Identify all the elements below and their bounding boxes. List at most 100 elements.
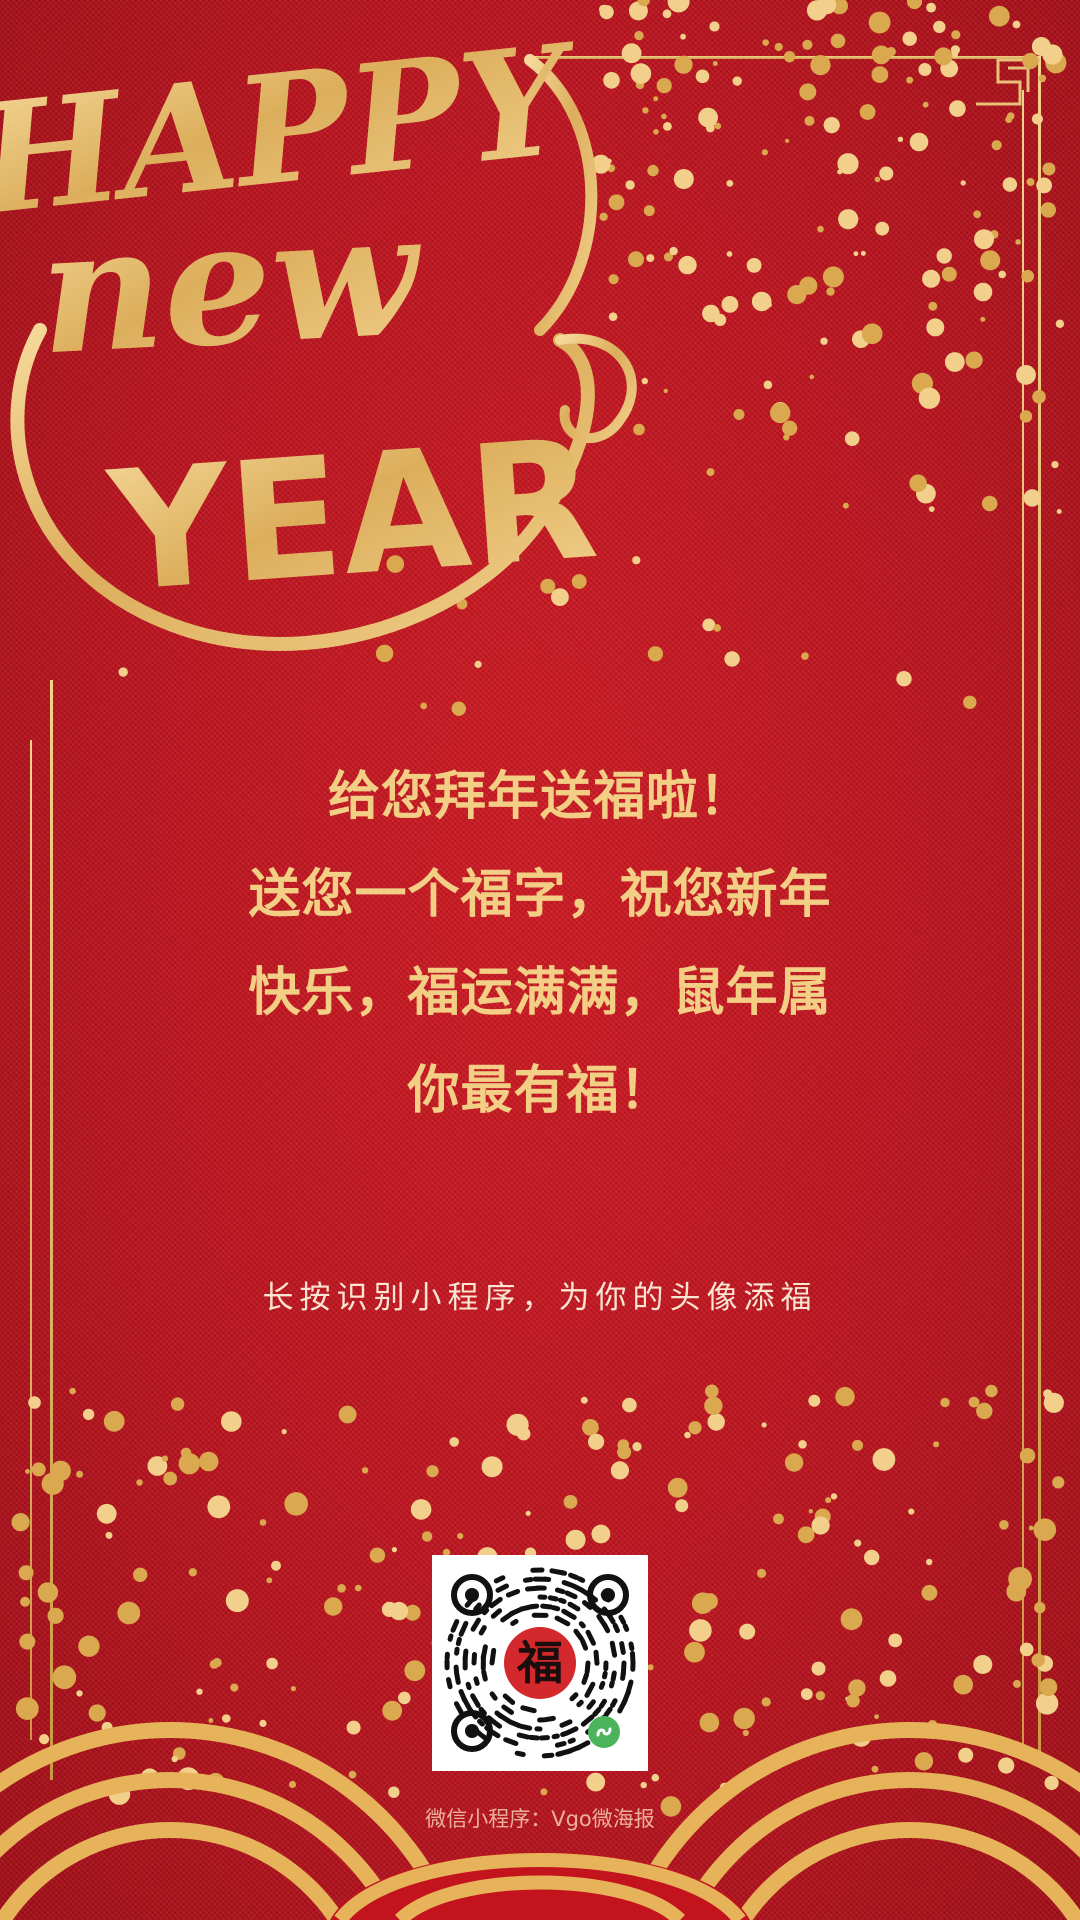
- confetti-dot: [25, 1469, 30, 1474]
- confetti-dot: [481, 1456, 503, 1478]
- frame-left-inner-line: [30, 740, 32, 1740]
- confetti-dot: [684, 1431, 691, 1439]
- confetti-dot: [474, 660, 482, 669]
- confetti-dot: [688, 1421, 702, 1435]
- confetti-dot: [871, 66, 889, 83]
- confetti-dot: [266, 1577, 273, 1584]
- qr-module: [578, 1621, 586, 1629]
- qr-module: [503, 1737, 519, 1746]
- confetti-dot: [714, 313, 727, 326]
- confetti-dot: [442, 1548, 451, 1557]
- confetti-dot: [906, 76, 914, 84]
- confetti-dot: [874, 176, 881, 183]
- confetti-dot: [698, 107, 718, 128]
- confetti-dot: [147, 1456, 168, 1476]
- confetti-dot: [290, 1686, 296, 1692]
- confetti-dot: [808, 1509, 813, 1514]
- confetti-dot: [31, 1462, 46, 1477]
- confetti-dot: [1019, 410, 1033, 423]
- confetti-dot: [170, 1397, 185, 1411]
- qr-module: [520, 1705, 537, 1714]
- confetti-dot: [838, 209, 859, 230]
- confetti-dot: [76, 1470, 84, 1478]
- greeting-line-4: 你最有福！: [407, 1061, 673, 1121]
- mini-program-qr-code[interactable]: 福: [432, 1555, 648, 1771]
- confetti-dot: [836, 36, 845, 44]
- happy-new-year-lettering: HAPPY new YEAR: [0, 11, 637, 651]
- confetti-dot: [998, 270, 1006, 279]
- confetti-dot: [864, 1549, 880, 1566]
- qr-module: [612, 1622, 620, 1634]
- confetti-dot: [825, 1497, 832, 1504]
- confetti-dot: [348, 1770, 357, 1779]
- confetti-dot: [1016, 365, 1036, 385]
- confetti-dot: [551, 588, 569, 606]
- confetti-dot: [161, 1455, 169, 1462]
- confetti-dot: [11, 1513, 30, 1532]
- confetti-dot: [848, 1679, 866, 1697]
- confetti-dot: [178, 1453, 200, 1475]
- confetti-dot: [389, 1601, 409, 1621]
- confetti-dot: [660, 1796, 682, 1817]
- qr-module: [568, 1572, 579, 1580]
- qr-module: [489, 1647, 497, 1666]
- qr-module: [580, 1714, 595, 1727]
- confetti-dot: [949, 100, 966, 117]
- confetti-dot: [965, 351, 983, 369]
- confetti-dot: [871, 1765, 879, 1773]
- confetti-dot: [872, 1448, 896, 1471]
- qr-module: [603, 1706, 613, 1717]
- confetti-dot: [909, 474, 927, 493]
- qr-module: [516, 1732, 530, 1740]
- confetti-dot: [617, 1439, 630, 1451]
- qr-module: [458, 1620, 469, 1637]
- qr-module: [554, 1587, 566, 1595]
- confetti-dot: [888, 1633, 903, 1648]
- confetti-dot: [673, 169, 694, 189]
- frame-right-inner-line: [1022, 90, 1024, 1750]
- qr-module: [540, 1603, 554, 1610]
- confetti-dot: [963, 695, 977, 709]
- confetti-dot: [421, 1531, 433, 1542]
- confetti-dot: [271, 1560, 281, 1571]
- confetti-dot: [713, 624, 721, 632]
- qr-module: [610, 1698, 618, 1708]
- confetti-dot: [998, 1757, 1015, 1774]
- confetti-dot: [746, 258, 762, 273]
- confetti-dot: [642, 107, 649, 114]
- qr-module: [561, 1608, 577, 1620]
- confetti-dot: [625, 180, 635, 190]
- confetti-dot: [714, 122, 722, 130]
- confetti-dot: [208, 1718, 214, 1723]
- confetti-dot: [909, 132, 929, 152]
- confetti-dot: [136, 1479, 143, 1486]
- confetti-dot: [337, 1584, 346, 1593]
- qr-module: [470, 1693, 481, 1708]
- confetti-dot: [712, 61, 718, 66]
- confetti-dot: [369, 1547, 386, 1563]
- confetti-dot: [774, 42, 783, 52]
- qr-module: [584, 1681, 596, 1698]
- qr-module: [608, 1680, 615, 1689]
- confetti-dot: [630, 63, 652, 84]
- qr-finder-dot: [465, 1724, 479, 1738]
- confetti-dot: [810, 55, 831, 76]
- qr-module: [580, 1638, 589, 1651]
- confetti-dot: [398, 1691, 411, 1705]
- confetti-dot: [704, 1396, 723, 1415]
- qr-module: [569, 1692, 579, 1702]
- confetti-dot: [763, 380, 773, 390]
- confetti-dot: [52, 1665, 77, 1690]
- confetti-dot: [1006, 112, 1015, 120]
- confetti-dot: [879, 1670, 897, 1687]
- confetti-dot: [96, 1503, 117, 1524]
- confetti-dot: [198, 1451, 219, 1472]
- confetti-dot: [651, 1773, 660, 1782]
- confetti-dot: [705, 1384, 719, 1399]
- mini-program-hint: 长按识别小程序，为你的头像添福: [262, 1280, 818, 1316]
- qr-finder-ring: [451, 1710, 493, 1752]
- confetti-dot: [835, 1387, 855, 1407]
- qr-module: [555, 1751, 564, 1757]
- confetti-dot: [944, 352, 965, 372]
- confetti-dot: [653, 96, 659, 102]
